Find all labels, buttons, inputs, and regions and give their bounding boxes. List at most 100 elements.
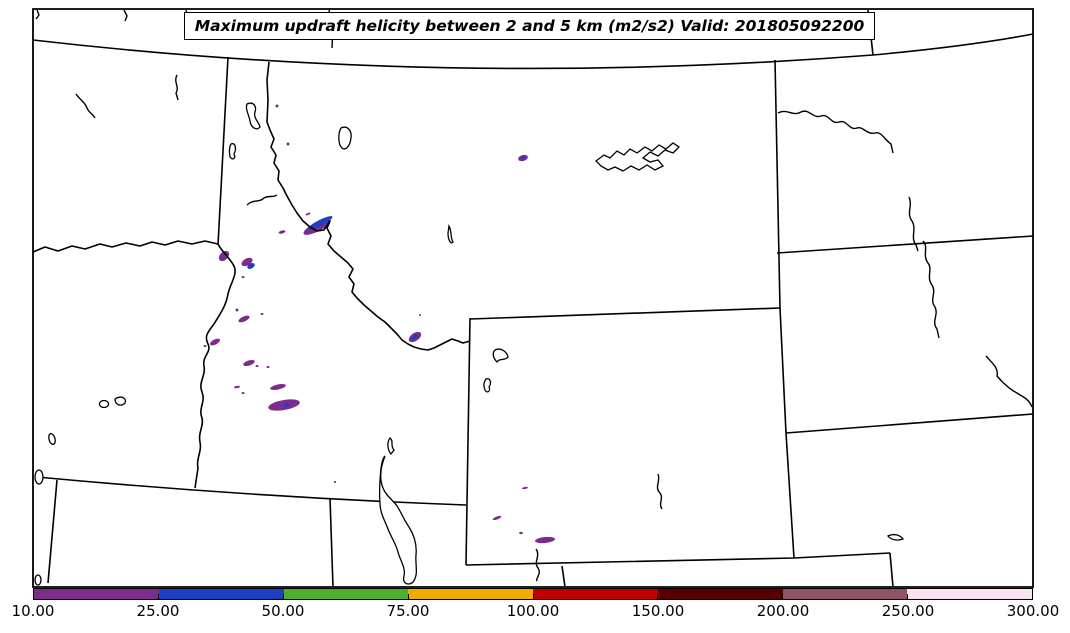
- river-sd-missouri: [986, 356, 1032, 407]
- helicity-swath-10-25: [255, 365, 259, 367]
- lakes: [35, 103, 903, 585]
- colorbar-tick-label: 300.00: [1006, 602, 1060, 620]
- helicity-swath-25-50: [284, 403, 290, 407]
- lake-wy-small: [484, 379, 491, 392]
- lake-bighorn: [493, 349, 508, 362]
- helicity-swath-10-25: [286, 142, 290, 146]
- colorbar-tick-label: 250.00: [881, 602, 935, 620]
- colorbar-boundary-tick: [158, 594, 160, 599]
- colorbar-segment-100-150: [533, 589, 658, 599]
- colorbar-segment-250-300: [907, 589, 1032, 599]
- river-wy-nplatte: [657, 474, 662, 509]
- colorbar-tick-label: 150.00: [631, 602, 685, 620]
- helicity-swath-10-25: [419, 314, 421, 316]
- colorbar-tick-label: 10.00: [11, 602, 55, 620]
- colorbar-boundary-tick: [906, 594, 908, 599]
- state-borders: [33, 57, 1033, 587]
- parallel-42n-border: [37, 477, 466, 505]
- meridian-104-border: [775, 60, 794, 558]
- lake-pend-oreille: [246, 103, 260, 129]
- helicity-swath-10-25: [203, 345, 207, 347]
- helicity-swath-10-25: [492, 515, 502, 521]
- helicity-swath-10-25: [210, 338, 220, 346]
- colorbar-boundary-tick: [657, 594, 659, 599]
- colorbar-tick-label: 75.00: [386, 602, 430, 620]
- wy-west-border: [466, 318, 470, 565]
- lake-oregon-2: [115, 397, 125, 405]
- map-title-box: Maximum updraft helicity between 2 and 5…: [184, 12, 875, 40]
- helicity-swath-10-25: [235, 308, 239, 312]
- helicity-swath-10-25: [270, 384, 286, 390]
- helicity-swath-10-25: [260, 313, 264, 315]
- colorbar-tick-label: 50.00: [261, 602, 305, 620]
- lake-flathead: [339, 127, 351, 149]
- lake-canyon-ferry: [448, 226, 453, 243]
- helicity-swath-10-25: [218, 250, 230, 262]
- canada-border: [33, 34, 1033, 68]
- lake-coeur-dalene: [229, 144, 235, 159]
- helicity-swath-10-25: [278, 230, 286, 234]
- helicity-swath-10-25: [535, 536, 555, 544]
- map-frame: [33, 9, 1033, 587]
- helicity-swath-10-25: [266, 366, 270, 368]
- wa-id-border: [218, 57, 228, 245]
- colorbar-segment-10-25: [34, 589, 159, 599]
- helicity-swath-10-25: [234, 385, 240, 389]
- river-canada-1: [36, 10, 39, 19]
- colorbar: [33, 588, 1033, 600]
- colorbar-ticks: 10.00 25.00 50.00 75.00 100.00 150.00 200.00 25…: [0, 602, 1070, 624]
- helicity-swath-10-25: [241, 392, 245, 394]
- colorbar-segment-50-75: [283, 589, 409, 599]
- river-canada-2: [124, 10, 127, 21]
- co-east-border: [890, 553, 893, 587]
- helicity-swath-10-25: [305, 212, 311, 216]
- colorbar-segment-150-200: [657, 589, 783, 599]
- colorbar-tick-label: 25.00: [136, 602, 180, 620]
- nv-ut-border: [330, 498, 333, 587]
- colorbar-boundary-tick: [407, 594, 409, 599]
- river-washington-1: [76, 94, 95, 118]
- colorbar-segment-200-250: [782, 589, 908, 599]
- lake-snake-plain: [388, 438, 394, 454]
- helicity-swath-25-50: [411, 334, 419, 340]
- wa-or-border: [33, 241, 218, 252]
- colorbar-tick-label: 200.00: [756, 602, 810, 620]
- ca-nv-border: [48, 480, 57, 583]
- helicity-swath-25-50: [247, 263, 255, 269]
- lake-mcconaughy: [888, 535, 903, 540]
- colorbar-boundary-tick: [782, 594, 783, 599]
- helicity-swath-25-50: [307, 216, 333, 230]
- parallel-41n-border: [466, 553, 890, 565]
- helicity-swath-10-25: [519, 531, 523, 535]
- helicity-swaths: [203, 104, 555, 544]
- nd-sd-border: [777, 236, 1033, 253]
- lake-oregon-3: [48, 433, 57, 445]
- river-washington-2: [176, 75, 178, 100]
- colorbar-boundary-tick: [283, 594, 284, 599]
- river-clearwater: [247, 195, 277, 205]
- wy-north-border: [470, 308, 780, 319]
- helicity-swath-10-25: [275, 104, 279, 108]
- lake-fort-peck: [596, 143, 679, 171]
- lake-oregon-1: [100, 401, 109, 408]
- map-title: Maximum updraft helicity between 2 and 5…: [194, 17, 865, 35]
- colorbar-tick-label: 100.00: [506, 602, 560, 620]
- helicity-swath-25-50: [521, 156, 525, 160]
- river-nd-missouri: [778, 111, 893, 153]
- ut-co-border: [562, 566, 565, 587]
- river-lake-oahe: [923, 241, 939, 338]
- rivers: [36, 8, 1032, 581]
- lake-great-salt: [380, 456, 417, 584]
- colorbar-boundary-tick: [532, 594, 534, 599]
- river-wy-green: [536, 549, 539, 581]
- helicity-swath-10-25: [238, 315, 250, 323]
- id-mt-border: [267, 62, 470, 350]
- lake-goose: [35, 470, 43, 484]
- helicity-swath-10-25: [333, 481, 337, 483]
- colorbar-segment-25-50: [158, 589, 284, 599]
- sd-ne-border: [786, 414, 1033, 433]
- helicity-swath-10-25: [243, 359, 255, 367]
- colorbar-segment-75-100: [408, 589, 533, 599]
- lake-bottom-left: [35, 575, 41, 585]
